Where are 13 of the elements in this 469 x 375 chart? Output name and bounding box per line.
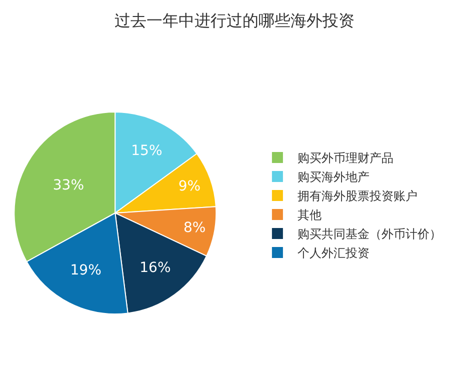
data-label: 9% <box>178 178 201 194</box>
data-label: 19% <box>70 262 102 279</box>
data-label: 8% <box>183 220 206 236</box>
data-label: 16% <box>140 260 171 276</box>
legend-label: 购买外币理财产品 <box>297 151 394 166</box>
legend-label: 其他 <box>297 208 322 222</box>
legend-label: 购买海外地产 <box>297 170 370 184</box>
legend-label: 拥有海外股票投资账户 <box>297 189 418 204</box>
chart-title: 过去一年中进行过的哪些海外投资 <box>114 11 354 30</box>
data-label: 15% <box>131 143 162 160</box>
data-label: 33% <box>52 177 84 194</box>
legend-label: 个人外汇投资 <box>297 246 370 260</box>
legend-label: 购买共同基金（外币计价） <box>297 227 442 242</box>
